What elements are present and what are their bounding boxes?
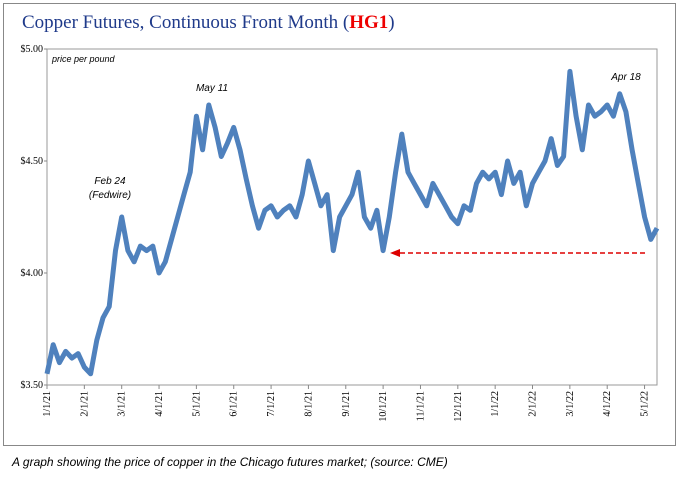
x-tick-label: 5/1/22	[640, 391, 651, 417]
x-tick-label: 3/1/22	[565, 391, 576, 417]
x-tick-label: 10/1/21	[378, 391, 389, 422]
chart-title: Copper Futures, Continuous Front Month (…	[22, 12, 395, 33]
unit-note: price per pound	[51, 54, 116, 64]
x-tick-label: 4/1/21	[154, 391, 165, 417]
annotation: Apr 18	[610, 72, 641, 83]
title-text: Copper Futures, Continuous Front Month (	[22, 12, 349, 33]
x-tick-label: 4/1/22	[602, 391, 613, 417]
x-tick-label: 1/1/22	[490, 391, 501, 417]
annotation: (Fedwire)	[89, 190, 131, 201]
annotation: May 11	[196, 83, 228, 94]
title-code: HG1	[349, 12, 388, 33]
price-line	[44, 68, 660, 377]
caption: A graph showing the price of copper in t…	[11, 455, 448, 469]
x-tick-label: 3/1/21	[117, 391, 128, 417]
x-tick-label: 12/1/21	[453, 391, 464, 422]
annotation: Feb 24	[94, 176, 126, 187]
x-tick-label: 5/1/21	[191, 391, 202, 417]
x-tick-label: 11/1/21	[415, 391, 426, 421]
x-tick-label: 2/1/21	[79, 391, 90, 417]
y-tick-label: $4.50	[21, 156, 44, 167]
y-tick-label: $3.50	[21, 380, 44, 391]
x-tick-label: 6/1/21	[229, 391, 240, 417]
title-text: )	[388, 12, 394, 33]
arrow-head	[390, 249, 400, 257]
x-tick-label: 9/1/21	[341, 391, 352, 417]
y-tick-label: $5.00	[21, 44, 44, 55]
x-tick-label: 2/1/22	[528, 391, 539, 417]
plot-frame	[46, 48, 658, 386]
y-tick-label: $4.00	[21, 268, 44, 279]
x-tick-label: 1/1/21	[42, 391, 53, 417]
x-tick-label: 7/1/21	[266, 391, 277, 417]
x-tick-label: 8/1/21	[303, 391, 314, 417]
